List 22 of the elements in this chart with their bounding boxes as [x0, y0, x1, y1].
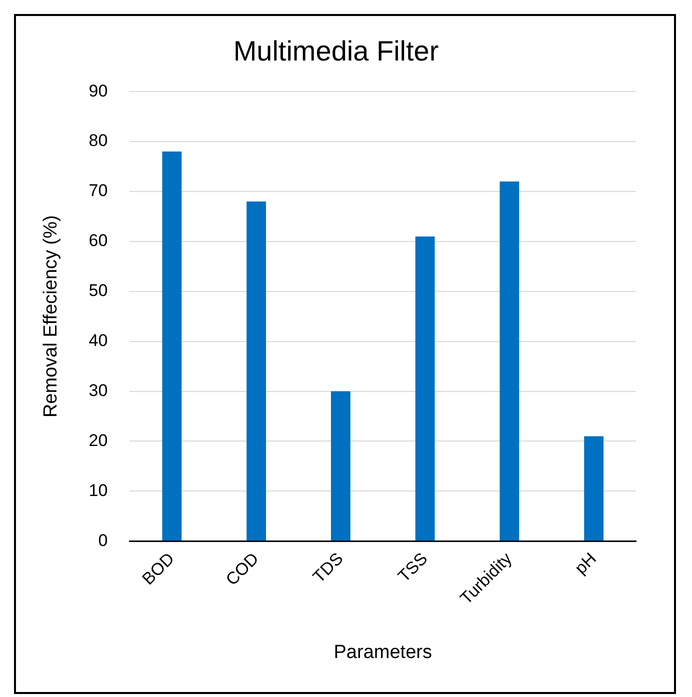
- y-tick-label: 30: [88, 380, 108, 400]
- y-tick-label: 10: [88, 480, 108, 500]
- bar: [415, 236, 435, 541]
- bar: [246, 201, 266, 541]
- x-axis-title: Parameters: [334, 642, 432, 663]
- bar: [330, 391, 350, 541]
- x-tick-label: TSS: [394, 549, 432, 586]
- chart-title: Multimedia Filter: [233, 36, 439, 67]
- y-tick-label: 40: [88, 331, 108, 350]
- y-tick-label: 0: [98, 530, 108, 550]
- x-tick-label: TDS: [309, 549, 347, 587]
- bar: [500, 182, 520, 541]
- y-tick-label: 70: [88, 181, 108, 200]
- y-axis-title: Removal Effeciency (%): [40, 215, 62, 418]
- x-tick-label: pH: [571, 549, 600, 578]
- y-tick-label: 20: [88, 430, 108, 450]
- bar: [162, 152, 182, 541]
- y-tick-label: 90: [88, 81, 108, 100]
- bar: [584, 436, 604, 541]
- y-tick-label: 60: [88, 231, 108, 250]
- y-tick-label: 50: [88, 281, 108, 300]
- y-tick-label: 80: [88, 131, 108, 150]
